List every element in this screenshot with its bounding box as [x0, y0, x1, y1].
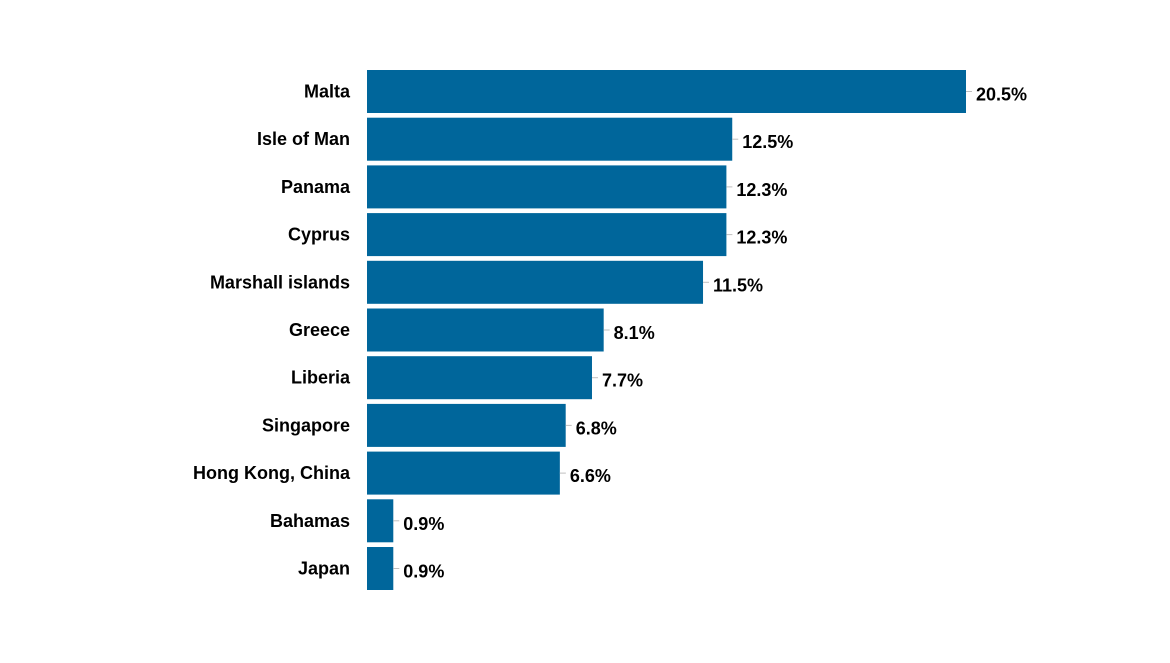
data-label-hong-kong-china: 6.6%: [570, 466, 611, 486]
data-label-japan: 0.9%: [403, 562, 444, 582]
data-label-bahamas: 0.9%: [403, 514, 444, 534]
category-label-isle-of-man: Isle of Man: [257, 129, 350, 149]
category-label-greece: Greece: [289, 320, 350, 340]
bar-malta: [367, 70, 966, 113]
bar-bahamas: [367, 499, 394, 543]
category-label-panama: Panama: [281, 177, 351, 197]
bar-japan: [367, 547, 394, 590]
data-label-malta: 20.5%: [976, 85, 1027, 105]
bar-cyprus: [367, 213, 727, 257]
data-label-liberia: 7.7%: [602, 371, 643, 391]
data-label-singapore: 6.8%: [576, 418, 617, 438]
data-label-cyprus: 12.3%: [736, 228, 787, 248]
data-label-isle-of-man: 12.5%: [742, 132, 793, 152]
bar-hong-kong-china: [367, 451, 560, 495]
category-labels-layer: Malta Isle of Man Panama Cyprus Marshall isl…: [193, 82, 351, 579]
category-label-japan: Japan: [298, 559, 350, 579]
bar-greece: [367, 308, 604, 352]
category-label-malta: Malta: [304, 82, 351, 102]
bar-panama: [367, 165, 727, 209]
bars-layer: [367, 70, 966, 590]
category-label-cyprus: Cyprus: [288, 225, 350, 245]
data-label-greece: 8.1%: [614, 323, 655, 343]
category-label-bahamas: Bahamas: [270, 511, 350, 531]
category-label-singapore: Singapore: [262, 415, 350, 435]
data-label-panama: 12.3%: [736, 180, 787, 200]
bar-isle-of-man: [367, 117, 733, 161]
bar-singapore: [367, 403, 566, 447]
data-label-marshall-islands: 11.5%: [713, 275, 763, 295]
category-label-marshall-islands: Marshall islands: [210, 272, 350, 292]
bar-liberia: [367, 356, 592, 400]
data-labels-layer: 20.5% 12.5% 12.3% 12.3% 11.5% 8.1% 7.7% 6.8% 6.6…: [403, 85, 1027, 582]
bar-marshall-islands: [367, 260, 704, 304]
category-label-hong-kong-china: Hong Kong, China: [193, 463, 351, 483]
leader-lines-layer: [393, 91, 972, 569]
category-label-liberia: Liberia: [291, 368, 351, 388]
